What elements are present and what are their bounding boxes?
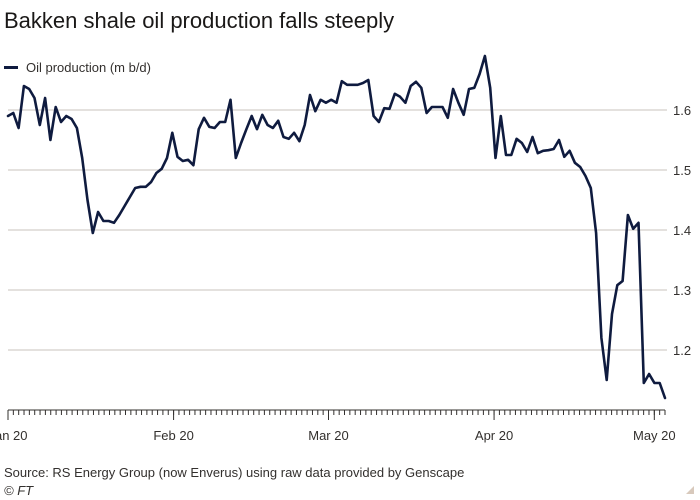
y-tick-label: 1.6 <box>673 103 691 118</box>
x-tick-label: Mar 20 <box>308 428 348 443</box>
corner-mark <box>686 486 694 494</box>
y-tick-label: 1.4 <box>673 223 691 238</box>
chart-title: Bakken shale oil production falls steepl… <box>4 8 395 33</box>
copyright-note: © FT <box>4 483 34 498</box>
x-tick-label: Apr 20 <box>475 428 513 443</box>
x-tick-label: Feb 20 <box>153 428 193 443</box>
legend-swatch <box>4 66 18 69</box>
y-tick-label: 1.2 <box>673 343 691 358</box>
line-chart: 1.2 1.3 1.4 1.5 1.6 Jan 20 Feb 20 Mar 20 Apr 20 M… <box>0 54 691 443</box>
x-tick-label: May 20 <box>633 428 676 443</box>
y-tick-label: 1.5 <box>673 163 691 178</box>
x-tick-label: Jan 20 <box>0 428 28 443</box>
series-line-oil-production <box>6 54 667 400</box>
source-note: Source: RS Energy Group (now Enverus) us… <box>4 465 465 480</box>
legend-label: Oil production (m b/d) <box>26 60 151 75</box>
chart-legend: Oil production (m b/d) <box>4 60 151 75</box>
y-tick-label: 1.3 <box>673 283 691 298</box>
